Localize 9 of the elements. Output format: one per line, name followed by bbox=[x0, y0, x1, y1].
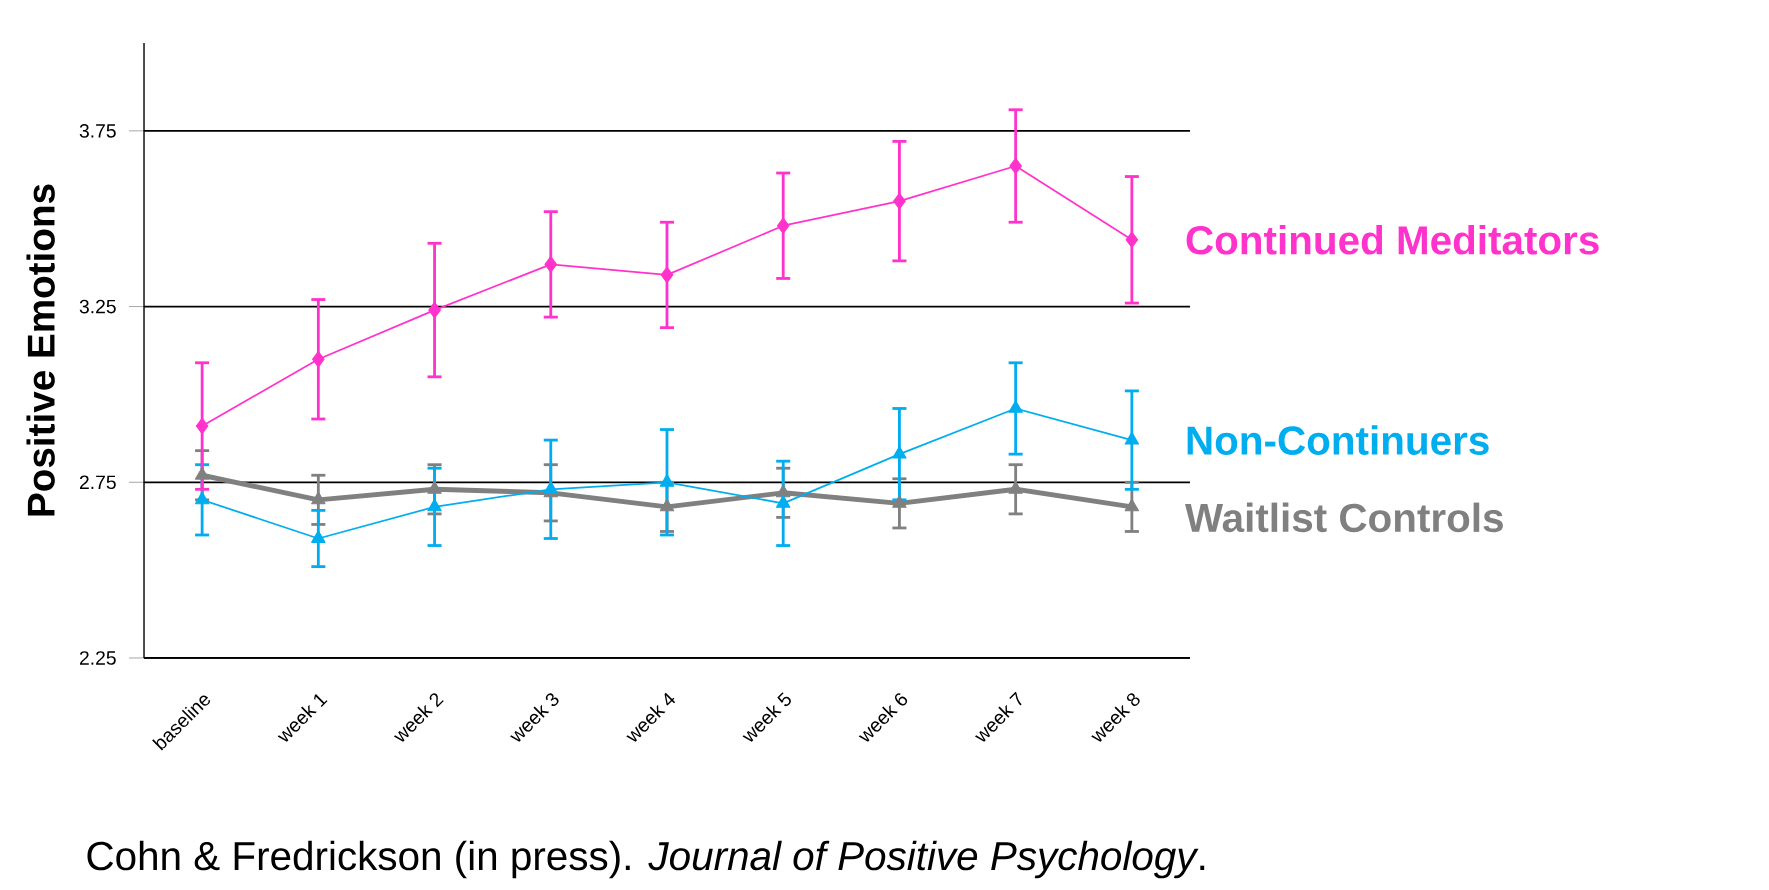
y-tick-label: 3.25 bbox=[79, 299, 116, 314]
text: Cohn & Fredrickson (in press). Journal of Positive Psychology. bbox=[87, 840, 1205, 879]
series-label: Non-Continuers bbox=[1187, 425, 1489, 455]
y-axis-title: Positive Emotions bbox=[26, 184, 55, 516]
series-label: Continued Meditators bbox=[1186, 224, 1599, 255]
y-tick-label: 2.75 bbox=[79, 475, 116, 490]
series-label: Waitlist Controls bbox=[1185, 502, 1503, 533]
y-tick-label: 2.25 bbox=[79, 651, 116, 665]
y-tick-label: 3.75 bbox=[79, 123, 116, 138]
